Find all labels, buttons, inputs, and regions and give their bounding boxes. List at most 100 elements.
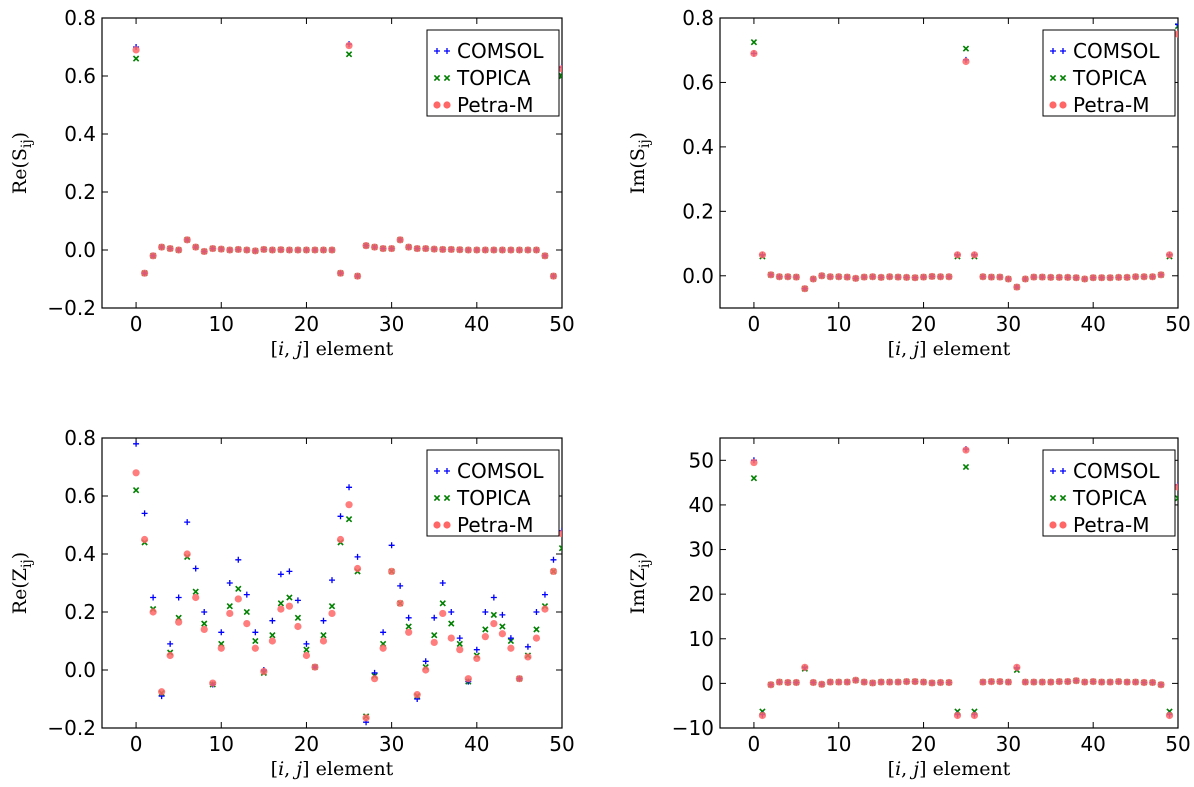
point-petra-m [464, 246, 472, 254]
legend-marker-comsol [1050, 468, 1056, 474]
point-petra-m [490, 620, 498, 628]
point-comsol [226, 580, 233, 586]
point-petra-m [1131, 273, 1140, 281]
x-tick-label: 40 [1080, 312, 1105, 336]
point-comsol [294, 597, 301, 604]
point-comsol [277, 571, 284, 578]
point-petra-m [200, 625, 208, 634]
point-petra-m [132, 469, 140, 477]
point-petra-m [928, 679, 936, 687]
legend-marker-comsol [434, 48, 440, 54]
point-topica [192, 588, 199, 595]
point-petra-m [987, 273, 996, 281]
point-comsol [141, 510, 148, 517]
point-petra-m [1140, 273, 1148, 281]
point-comsol [550, 556, 557, 563]
point-petra-m [1106, 274, 1114, 282]
point-petra-m [1021, 678, 1029, 686]
point-petra-m [894, 678, 902, 686]
point-petra-m [217, 245, 225, 253]
point-petra-m [132, 46, 140, 54]
point-petra-m [869, 273, 877, 281]
x-tick-label: 0 [748, 732, 761, 756]
point-petra-m [481, 246, 489, 254]
y-tick-label: 0.0 [64, 658, 96, 682]
point-petra-m [532, 634, 541, 642]
legend-marker-comsol [444, 468, 450, 474]
legend-marker-topica [433, 74, 441, 82]
point-petra-m [835, 273, 843, 281]
point-petra-m [260, 667, 268, 676]
point-petra-m [962, 57, 970, 66]
point-petra-m [260, 245, 268, 254]
y-tick-label: 50 [689, 448, 714, 472]
point-topica [431, 632, 438, 639]
point-petra-m [234, 245, 242, 254]
point-petra-m [166, 244, 174, 253]
x-tick-label: 0 [130, 732, 143, 756]
point-topica [303, 646, 310, 653]
point-comsol [184, 519, 191, 526]
point-petra-m [396, 236, 404, 244]
legend-marker-topica [443, 494, 451, 502]
point-petra-m [826, 273, 834, 281]
point-topica [405, 623, 412, 630]
legend-marker-comsol [1060, 468, 1066, 474]
point-petra-m [750, 49, 758, 58]
point-petra-m [524, 246, 532, 254]
point-comsol [456, 635, 463, 642]
x-tick-label: 40 [1080, 732, 1105, 756]
point-petra-m [370, 675, 379, 683]
legend-marker-petra-m [1049, 521, 1057, 529]
legend-label: TOPICA [1072, 66, 1147, 90]
point-petra-m [886, 678, 894, 686]
point-petra-m [792, 678, 800, 687]
point-comsol [448, 609, 455, 615]
point-petra-m [532, 246, 541, 254]
plot-frame [719, 437, 1179, 729]
x-axis-label: [i, j] element [888, 338, 1011, 360]
point-petra-m [336, 269, 345, 277]
point-petra-m [226, 609, 234, 618]
y-tick-label: 0.6 [64, 64, 96, 88]
x-tick-label: 50 [549, 312, 574, 336]
point-topica [962, 463, 970, 471]
point-comsol [397, 582, 404, 589]
y-tick-label: −0.2 [47, 296, 96, 320]
point-petra-m [792, 273, 800, 281]
point-petra-m [1131, 678, 1140, 686]
y-tick-label: 30 [689, 538, 714, 562]
point-topica [286, 594, 293, 601]
point-petra-m [919, 678, 928, 686]
point-petra-m [345, 41, 353, 50]
legend-label: COMSOL [1073, 459, 1160, 483]
x-tick-label: 20 [294, 312, 319, 336]
plot-area [132, 41, 562, 280]
point-comsol [371, 669, 378, 676]
y-tick-label: 0.4 [682, 135, 714, 159]
point-petra-m [294, 622, 302, 631]
x-axis-label: [i, j] element [271, 338, 394, 360]
point-topica [132, 55, 140, 62]
point-petra-m [507, 246, 515, 254]
x-tick-label: 10 [209, 732, 234, 756]
y-tick-label: 0.6 [64, 484, 96, 508]
point-petra-m [775, 678, 783, 686]
point-petra-m [192, 243, 200, 251]
point-petra-m [809, 275, 817, 283]
point-comsol [473, 646, 480, 653]
chart-panel-3: 0 10 20 30 40 50 −0.2 0.0 0.2 0.4 0.6 0.8 [i, j] ele… [9, 426, 575, 780]
point-petra-m [430, 638, 438, 647]
point-petra-m [430, 245, 438, 253]
point-topica [499, 623, 506, 630]
point-petra-m [328, 609, 336, 618]
point-petra-m [1157, 271, 1165, 279]
point-topica [243, 608, 250, 616]
x-axis-label: [i, j] element [271, 758, 394, 780]
point-petra-m [456, 646, 464, 654]
point-petra-m [936, 273, 945, 281]
point-petra-m [447, 634, 455, 642]
point-petra-m [353, 272, 362, 280]
point-petra-m [1123, 678, 1131, 686]
point-comsol [286, 568, 293, 575]
